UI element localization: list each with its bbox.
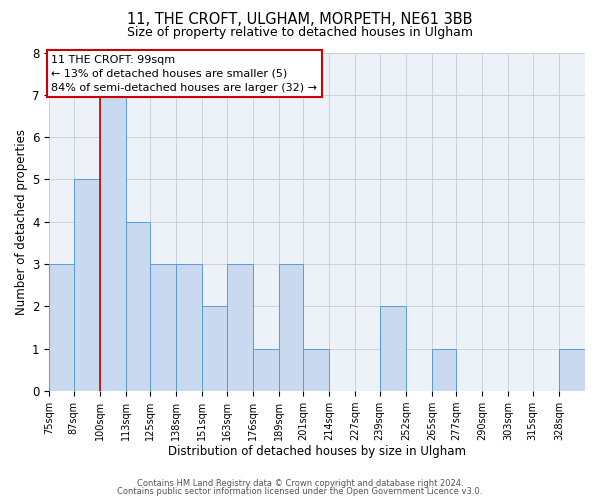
Text: Size of property relative to detached houses in Ulgham: Size of property relative to detached ho… xyxy=(127,26,473,39)
Bar xyxy=(74,180,100,391)
X-axis label: Distribution of detached houses by size in Ulgham: Distribution of detached houses by size … xyxy=(168,444,466,458)
Text: 11 THE CROFT: 99sqm
← 13% of detached houses are smaller (5)
84% of semi-detache: 11 THE CROFT: 99sqm ← 13% of detached ho… xyxy=(52,54,317,92)
Bar xyxy=(303,349,329,391)
Bar xyxy=(432,349,456,391)
Bar xyxy=(380,306,406,391)
Bar xyxy=(253,349,279,391)
Bar xyxy=(227,264,253,391)
Bar xyxy=(126,222,150,391)
Bar xyxy=(150,264,176,391)
Bar xyxy=(176,264,202,391)
Bar xyxy=(202,306,227,391)
Text: Contains public sector information licensed under the Open Government Licence v3: Contains public sector information licen… xyxy=(118,487,482,496)
Text: Contains HM Land Registry data © Crown copyright and database right 2024.: Contains HM Land Registry data © Crown c… xyxy=(137,478,463,488)
Bar xyxy=(49,264,74,391)
Bar xyxy=(559,349,585,391)
Text: 11, THE CROFT, ULGHAM, MORPETH, NE61 3BB: 11, THE CROFT, ULGHAM, MORPETH, NE61 3BB xyxy=(127,12,473,28)
Bar xyxy=(279,264,303,391)
Bar xyxy=(100,95,126,391)
Y-axis label: Number of detached properties: Number of detached properties xyxy=(15,129,28,315)
